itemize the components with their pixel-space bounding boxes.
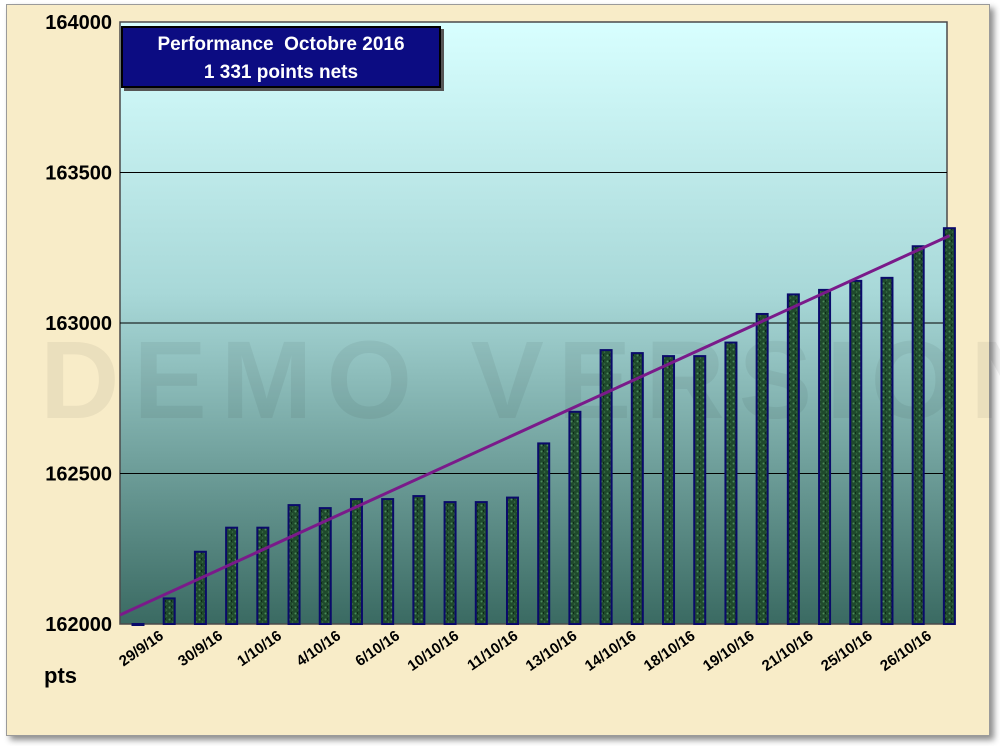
bar: [942, 227, 956, 625]
trend-line: [119, 234, 951, 617]
x-tick-label: 30/9/16: [175, 627, 226, 670]
x-tick-label: 10/10/16: [405, 627, 463, 674]
x-tick-label: 6/10/16: [352, 627, 403, 670]
y-tick-label: 163500: [45, 163, 112, 185]
bar: [505, 496, 519, 625]
x-tick-label: 19/10/16: [700, 627, 758, 674]
x-tick-label: 1/10/16: [234, 627, 285, 670]
bar: [225, 526, 239, 625]
bar: [381, 498, 395, 625]
bar: [724, 341, 738, 625]
x-tick-label: 11/10/16: [464, 627, 521, 674]
x-tick-label: 29/9/16: [116, 627, 167, 670]
bar: [599, 349, 613, 625]
bar: [786, 293, 800, 625]
x-tick-label: 4/10/16: [293, 627, 344, 670]
bar: [131, 623, 145, 626]
bar: [318, 507, 332, 625]
bar: [849, 279, 863, 625]
x-tick-label: 18/10/16: [641, 627, 699, 674]
bar: [911, 245, 925, 625]
bar: [818, 288, 832, 625]
bar: [162, 597, 176, 625]
grid-lines: [120, 172, 947, 474]
chart-title: Performance Octobre 2016: [157, 34, 405, 55]
bar: [662, 355, 676, 625]
watermark: DEMO VERSION: [40, 319, 1000, 442]
x-tick-label: 21/10/16: [759, 627, 817, 674]
bar: [349, 498, 363, 625]
bar: [880, 276, 894, 625]
x-tick-label: 26/10/16: [877, 627, 935, 674]
bar: [474, 501, 488, 625]
bar: [287, 504, 301, 626]
bar: [630, 352, 644, 625]
bar: [256, 526, 270, 625]
bar: [568, 410, 582, 626]
x-tick-label: 13/10/16: [523, 627, 581, 674]
y-tick-label: 163000: [45, 313, 112, 335]
bar: [693, 355, 707, 625]
bar: [537, 442, 551, 625]
y-axis-ticks: 162000 162500 163000 163500 164000: [45, 12, 112, 636]
y-tick-label: 164000: [45, 12, 112, 34]
bars: [131, 227, 956, 626]
x-tick-label: 14/10/16: [582, 627, 640, 674]
bar: [755, 312, 769, 625]
bar: [443, 501, 457, 625]
chart-subtitle: 1 331 points nets: [203, 62, 359, 83]
y-tick-label: 162000: [45, 614, 112, 636]
bar: [193, 550, 207, 626]
x-axis-ticks: 29/9/16 30/9/16 1/10/16 4/10/16 6/10/16 10/10…: [116, 627, 935, 674]
x-tick-label: 25/10/16: [818, 627, 876, 674]
bar: [412, 495, 426, 626]
y-axis-unit-label: pts: [44, 663, 77, 688]
chart-title-box: Performance Octobre 2016 1 331 points ne…: [121, 26, 441, 88]
y-tick-label: 162500: [45, 464, 112, 486]
